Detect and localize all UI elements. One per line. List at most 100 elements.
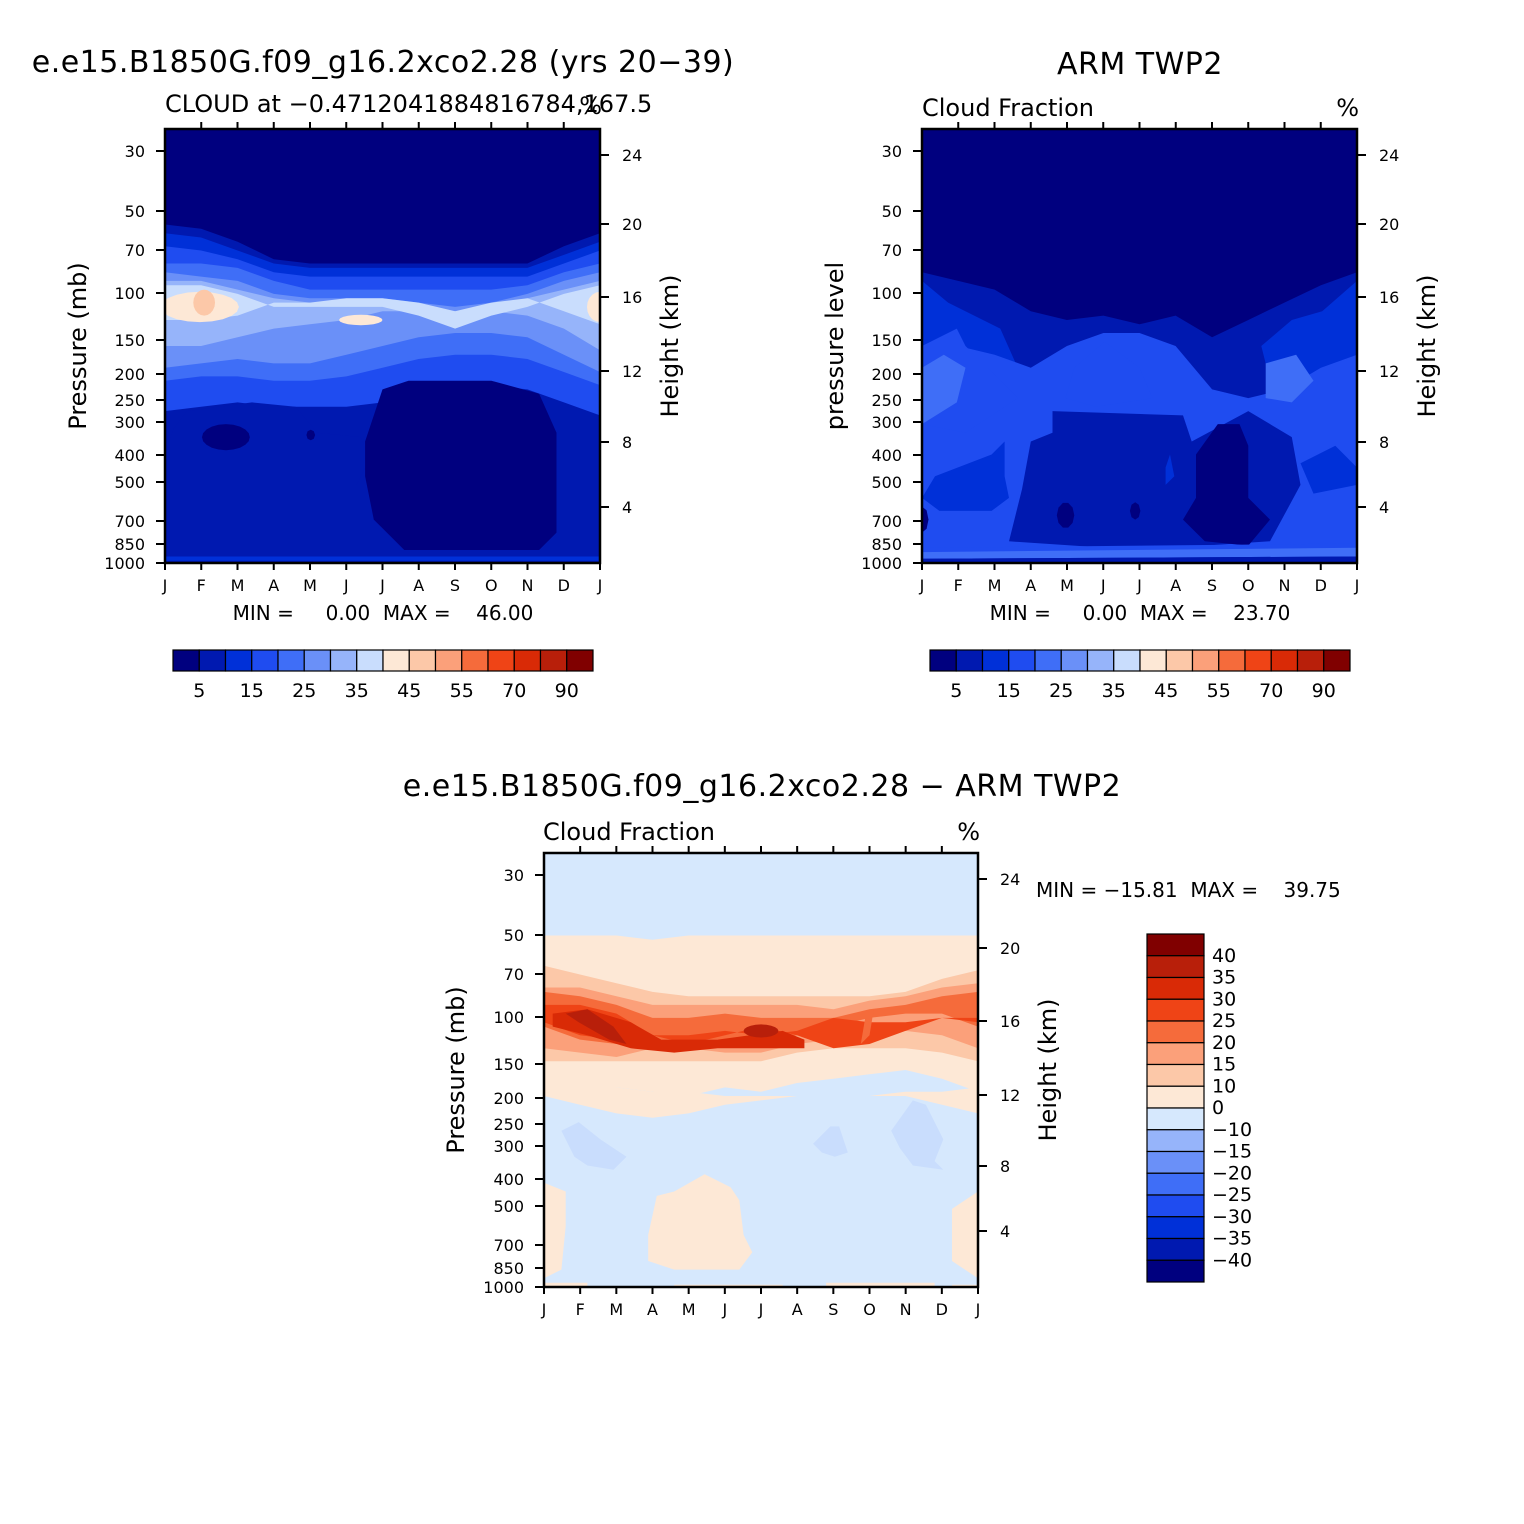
colorbar-swatch	[1146, 1172, 1205, 1196]
x-tick-label: J	[1100, 576, 1106, 595]
x-tick-label: N	[1279, 576, 1291, 595]
pressure-tick-label: 700	[114, 512, 145, 531]
colorbar-swatch	[1008, 649, 1036, 672]
height-tick-label: 8	[1000, 1157, 1010, 1176]
pressure-tick-label: 70	[882, 241, 902, 260]
colorbar-label: 5	[950, 680, 962, 702]
x-tick-label: S	[450, 576, 460, 595]
pressure-tick-label: 200	[114, 365, 145, 384]
colorbar-label: −10	[1212, 1119, 1252, 1141]
colorbar-swatch	[461, 649, 489, 672]
contour-field-obs	[922, 129, 1357, 563]
panel-model-units: %	[579, 92, 602, 120]
pressure-tick-label: 300	[114, 413, 145, 432]
pressure-tick-label: 500	[493, 1197, 524, 1216]
colorbar-label: 5	[193, 680, 205, 702]
pressure-tick-label: 200	[871, 365, 902, 384]
contour-band	[552, 1009, 805, 1053]
x-tick-label: J	[541, 1300, 547, 1319]
contour-band	[561, 1122, 627, 1170]
colorbar-label: 25	[1212, 1010, 1236, 1032]
x-tick-label: A	[1025, 576, 1036, 595]
axes-obs: J F M A M J J A S O N D J 30 50 70 100 150 200 250 300 400 500…	[861, 122, 1399, 595]
colorbar-swatch	[1218, 649, 1246, 672]
height-tick-label: 24	[1379, 146, 1399, 165]
colorbar-obs: 5 15 25 35 45 55 70 90	[929, 649, 1351, 702]
x-tick-label: J	[758, 1300, 764, 1319]
contour-band	[1265, 354, 1314, 403]
colorbar-swatch	[1146, 1150, 1205, 1174]
colorbar-swatch	[303, 649, 332, 672]
colorbar-label: 90	[1312, 680, 1336, 702]
contour-band	[202, 424, 250, 451]
colorbar-label: 25	[292, 680, 316, 702]
panel-obs-ylabel: pressure level	[821, 262, 849, 430]
colorbar-swatch	[1146, 1237, 1205, 1261]
pressure-tick-label: 50	[125, 202, 145, 221]
contour-band	[922, 441, 1009, 511]
colorbar-label: −40	[1212, 1249, 1252, 1271]
contour-band	[365, 380, 557, 550]
pressure-tick-label: 400	[871, 446, 902, 465]
x-tick-label: O	[485, 576, 498, 595]
height-tick-label: 20	[622, 215, 642, 234]
panel-diff-ylabel-right: Height (km)	[1034, 999, 1062, 1142]
x-tick-label: J	[597, 576, 603, 595]
colorbar-swatch	[1146, 1020, 1205, 1044]
pressure-tick-label: 1000	[483, 1278, 524, 1297]
x-tick-label: D	[558, 576, 570, 595]
colorbar-swatch	[356, 649, 384, 672]
colorbar-label: 0	[1212, 1097, 1224, 1119]
contour-band	[922, 556, 1357, 563]
panel-diff-stats: MIN = −15.81 MAX = 39.75	[1036, 878, 1341, 902]
panel-obs-subtitle: Cloud Fraction	[922, 94, 1094, 122]
panel-obs-title: ARM TWP2	[1057, 47, 1223, 82]
contour-band	[1183, 424, 1270, 546]
x-tick-label: J	[343, 576, 349, 595]
colorbar-swatch	[955, 649, 984, 672]
pressure-tick-label: 500	[114, 473, 145, 492]
x-tick-label: F	[197, 576, 206, 595]
height-tick-label: 24	[1000, 870, 1020, 889]
height-tick-label: 20	[1000, 939, 1020, 958]
contour-band	[165, 272, 600, 372]
contour-band	[165, 285, 600, 329]
contour-band	[922, 506, 929, 533]
x-tick-label: A	[792, 1300, 803, 1319]
x-tick-label: J	[379, 576, 385, 595]
pressure-tick-label: 200	[493, 1089, 524, 1108]
x-tick-label: S	[828, 1300, 838, 1319]
panel-obs-stats: MIN = 0.00 MAX = 23.70	[990, 601, 1291, 625]
colorbar-label: 15	[1212, 1054, 1236, 1076]
pressure-tick-label: 400	[493, 1170, 524, 1189]
x-tick-label: J	[975, 1300, 981, 1319]
colorbar-swatch	[539, 649, 568, 672]
x-tick-label: M	[303, 576, 317, 595]
colorbar-label: −20	[1212, 1162, 1252, 1184]
pressure-tick-label: 150	[114, 331, 145, 350]
contour-band	[1165, 454, 1175, 485]
contour-bands	[922, 129, 1357, 563]
panel-diff-subtitle: Cloud Fraction	[543, 818, 715, 846]
contour-band	[1129, 502, 1141, 520]
x-tick-label: S	[1207, 576, 1217, 595]
pressure-tick-label: 1000	[861, 554, 902, 573]
height-tick-label: 16	[1000, 1012, 1020, 1031]
x-tick-label: J	[162, 576, 168, 595]
x-tick-label: D	[1315, 576, 1327, 595]
height-tick-label: 16	[1379, 288, 1399, 307]
colorbar-label: −25	[1212, 1184, 1252, 1206]
panel-diff-units: %	[957, 818, 980, 846]
colorbar-label: 40	[1212, 945, 1236, 967]
contour-bands	[544, 853, 978, 1287]
pressure-tick-label: 850	[493, 1259, 524, 1278]
height-tick-label: 16	[622, 288, 642, 307]
panel-model-ylabel: Pressure (mb)	[64, 262, 92, 429]
colorbar-swatch	[1060, 649, 1089, 672]
colorbar-swatch	[1146, 1129, 1205, 1153]
pressure-tick-label: 400	[114, 446, 145, 465]
panel-model-title: e.e15.B1850G.f09_g16.2xco2.28 (yrs 20−39…	[32, 45, 735, 80]
height-tick-label: 12	[622, 362, 642, 381]
colorbar-label: 30	[1212, 988, 1236, 1010]
